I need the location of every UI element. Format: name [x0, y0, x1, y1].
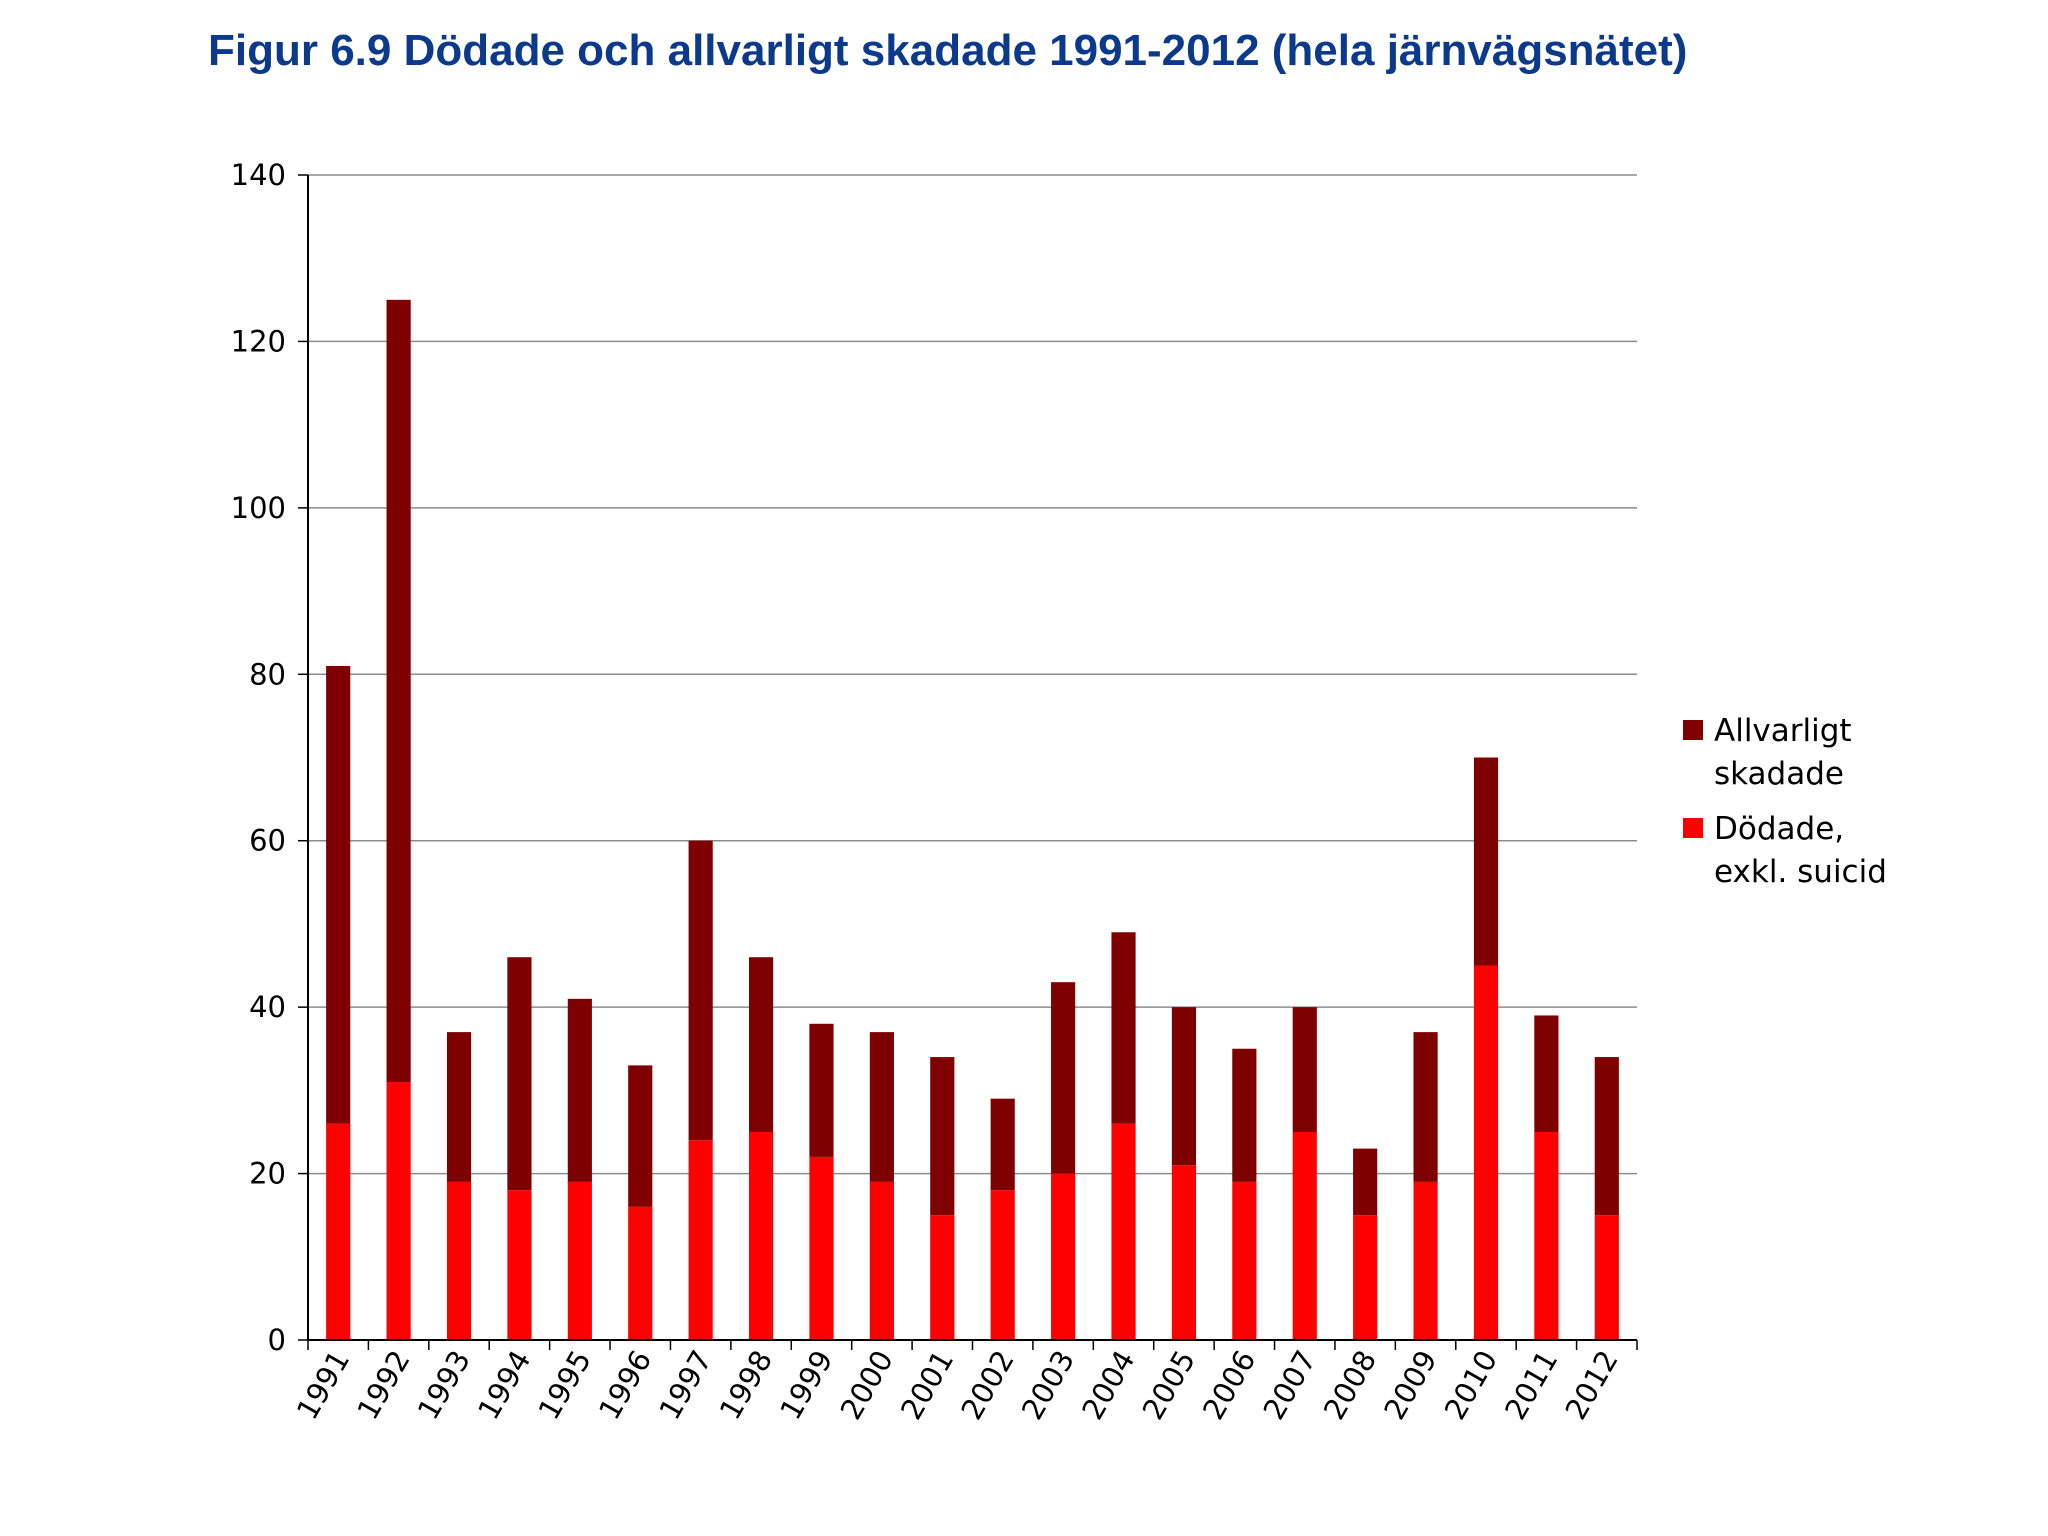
x-tick-label: 2008 — [1317, 1345, 1383, 1426]
legend-swatch — [1683, 720, 1703, 740]
x-tick-label: 2004 — [1075, 1345, 1141, 1426]
bar-segment-allvarligt-skadade-1991 — [326, 665, 351, 1124]
legend-swatch — [1683, 818, 1703, 838]
x-tick-label: 2001 — [894, 1345, 960, 1426]
bar-segment-allvarligt-skadade-1992 — [386, 299, 411, 1083]
bar-segment-dodade-2008 — [1353, 1215, 1378, 1340]
bar-segment-dodade-1998 — [748, 1131, 774, 1340]
bar-segment-allvarligt-skadade-2004 — [1111, 932, 1136, 1124]
bar-segment-dodade-1999 — [809, 1156, 834, 1340]
y-tick-labels: 0 20 40 60 80 100 120 140 — [231, 158, 286, 1357]
bar-segment-allvarligt-skadade-2003 — [1051, 982, 1076, 1174]
x-tick-label: 1994 — [471, 1345, 537, 1426]
bars — [326, 299, 1619, 1340]
x-tick-label: 1995 — [532, 1345, 598, 1426]
bar-segment-dodade-1993 — [446, 1181, 472, 1340]
bar-segment-allvarligt-skadade-2011 — [1534, 1015, 1559, 1132]
x-tick-label: 2012 — [1559, 1345, 1625, 1426]
bar-segment-allvarligt-skadade-1999 — [809, 1023, 834, 1157]
bar-segment-allvarligt-skadade-1993 — [446, 1032, 472, 1182]
bar-segment-allvarligt-skadade-1994 — [507, 957, 532, 1191]
bar-segment-dodade-1991 — [326, 1123, 351, 1340]
legend-label: Allvarligt — [1714, 713, 1852, 749]
bar-segment-allvarligt-skadade-1996 — [628, 1065, 653, 1207]
x-tick-label: 1999 — [773, 1345, 839, 1426]
bar-segment-dodade-2001 — [930, 1215, 955, 1340]
bar-segment-dodade-2012 — [1594, 1215, 1619, 1340]
legend-label: exkl. suicid — [1714, 854, 1887, 890]
bar-segment-allvarligt-skadade-1998 — [748, 957, 774, 1132]
y-tick-label: 60 — [249, 824, 286, 858]
x-tick-label: 2009 — [1377, 1345, 1443, 1426]
y-tick-label: 120 — [231, 324, 286, 358]
y-tick-label: 140 — [231, 158, 286, 192]
x-tick-label: 1998 — [713, 1345, 779, 1426]
bar-segment-dodade-1994 — [507, 1190, 532, 1340]
x-tick-label: 1991 — [290, 1345, 356, 1426]
bar-segment-dodade-2011 — [1534, 1131, 1559, 1340]
y-tick-label: 40 — [249, 990, 286, 1024]
x-tick-label: 2006 — [1196, 1345, 1262, 1426]
bar-segment-allvarligt-skadade-2010 — [1473, 757, 1499, 966]
bar-segment-dodade-2007 — [1292, 1131, 1317, 1340]
bar-segment-allvarligt-skadade-2009 — [1413, 1032, 1438, 1182]
bar-segment-allvarligt-skadade-2000 — [869, 1032, 894, 1182]
x-tick-label: 2011 — [1498, 1345, 1564, 1426]
bar-segment-allvarligt-skadade-1995 — [567, 998, 592, 1182]
x-tick-label: 1993 — [411, 1345, 477, 1426]
x-tick-label: 2005 — [1136, 1345, 1202, 1426]
x-tick-labels: 1991199219931994199519961997199819992000… — [290, 1345, 1625, 1426]
bar-segment-dodade-2009 — [1413, 1181, 1438, 1340]
x-tick-label: 1997 — [652, 1345, 718, 1426]
bar-segment-allvarligt-skadade-2007 — [1292, 1007, 1317, 1132]
bar-segment-dodade-2002 — [990, 1190, 1015, 1340]
bar-segment-dodade-2005 — [1171, 1165, 1197, 1340]
bar-segment-dodade-2003 — [1051, 1173, 1076, 1340]
bar-segment-allvarligt-skadade-2002 — [990, 1098, 1015, 1191]
legend-label: skadade — [1714, 756, 1844, 792]
bar-segment-dodade-1996 — [628, 1206, 653, 1340]
x-tick-label: 2003 — [1015, 1345, 1081, 1426]
legend: Allvarligt skadade Dödade, exkl. suicid — [1683, 713, 1887, 890]
y-tick-label: 0 — [268, 1323, 286, 1357]
y-tick-label: 100 — [231, 491, 286, 525]
x-tick-label: 2010 — [1438, 1345, 1504, 1426]
y-tick-label: 20 — [249, 1157, 286, 1191]
legend-label: Dödade, — [1714, 811, 1844, 847]
bar-segment-dodade-2000 — [869, 1181, 894, 1340]
bar-segment-allvarligt-skadade-2012 — [1594, 1057, 1619, 1216]
bar-segment-dodade-1992 — [386, 1082, 411, 1340]
y-tick-label: 80 — [249, 657, 286, 691]
x-tick-label: 1996 — [592, 1345, 658, 1426]
bar-segment-dodade-2004 — [1111, 1123, 1136, 1340]
x-tick-label: 2007 — [1256, 1345, 1322, 1426]
bar-segment-allvarligt-skadade-1997 — [688, 840, 713, 1141]
bar-segment-allvarligt-skadade-2008 — [1353, 1148, 1378, 1216]
bar-segment-dodade-1995 — [567, 1181, 592, 1340]
axes — [298, 174, 1638, 1350]
bar-segment-dodade-1997 — [688, 1140, 713, 1340]
bar-segment-allvarligt-skadade-2006 — [1232, 1048, 1257, 1182]
bar-segment-allvarligt-skadade-2005 — [1171, 1007, 1197, 1166]
bar-segment-dodade-2010 — [1473, 965, 1499, 1340]
x-tick-label: 2002 — [954, 1345, 1020, 1426]
x-tick-label: 1992 — [350, 1345, 416, 1426]
chart-title: Figur 6.9 Dödade och allvarligt skadade … — [208, 26, 1688, 75]
bar-segment-allvarligt-skadade-2001 — [930, 1057, 955, 1216]
bar-segment-dodade-2006 — [1232, 1181, 1257, 1340]
x-tick-label: 2000 — [834, 1345, 900, 1426]
